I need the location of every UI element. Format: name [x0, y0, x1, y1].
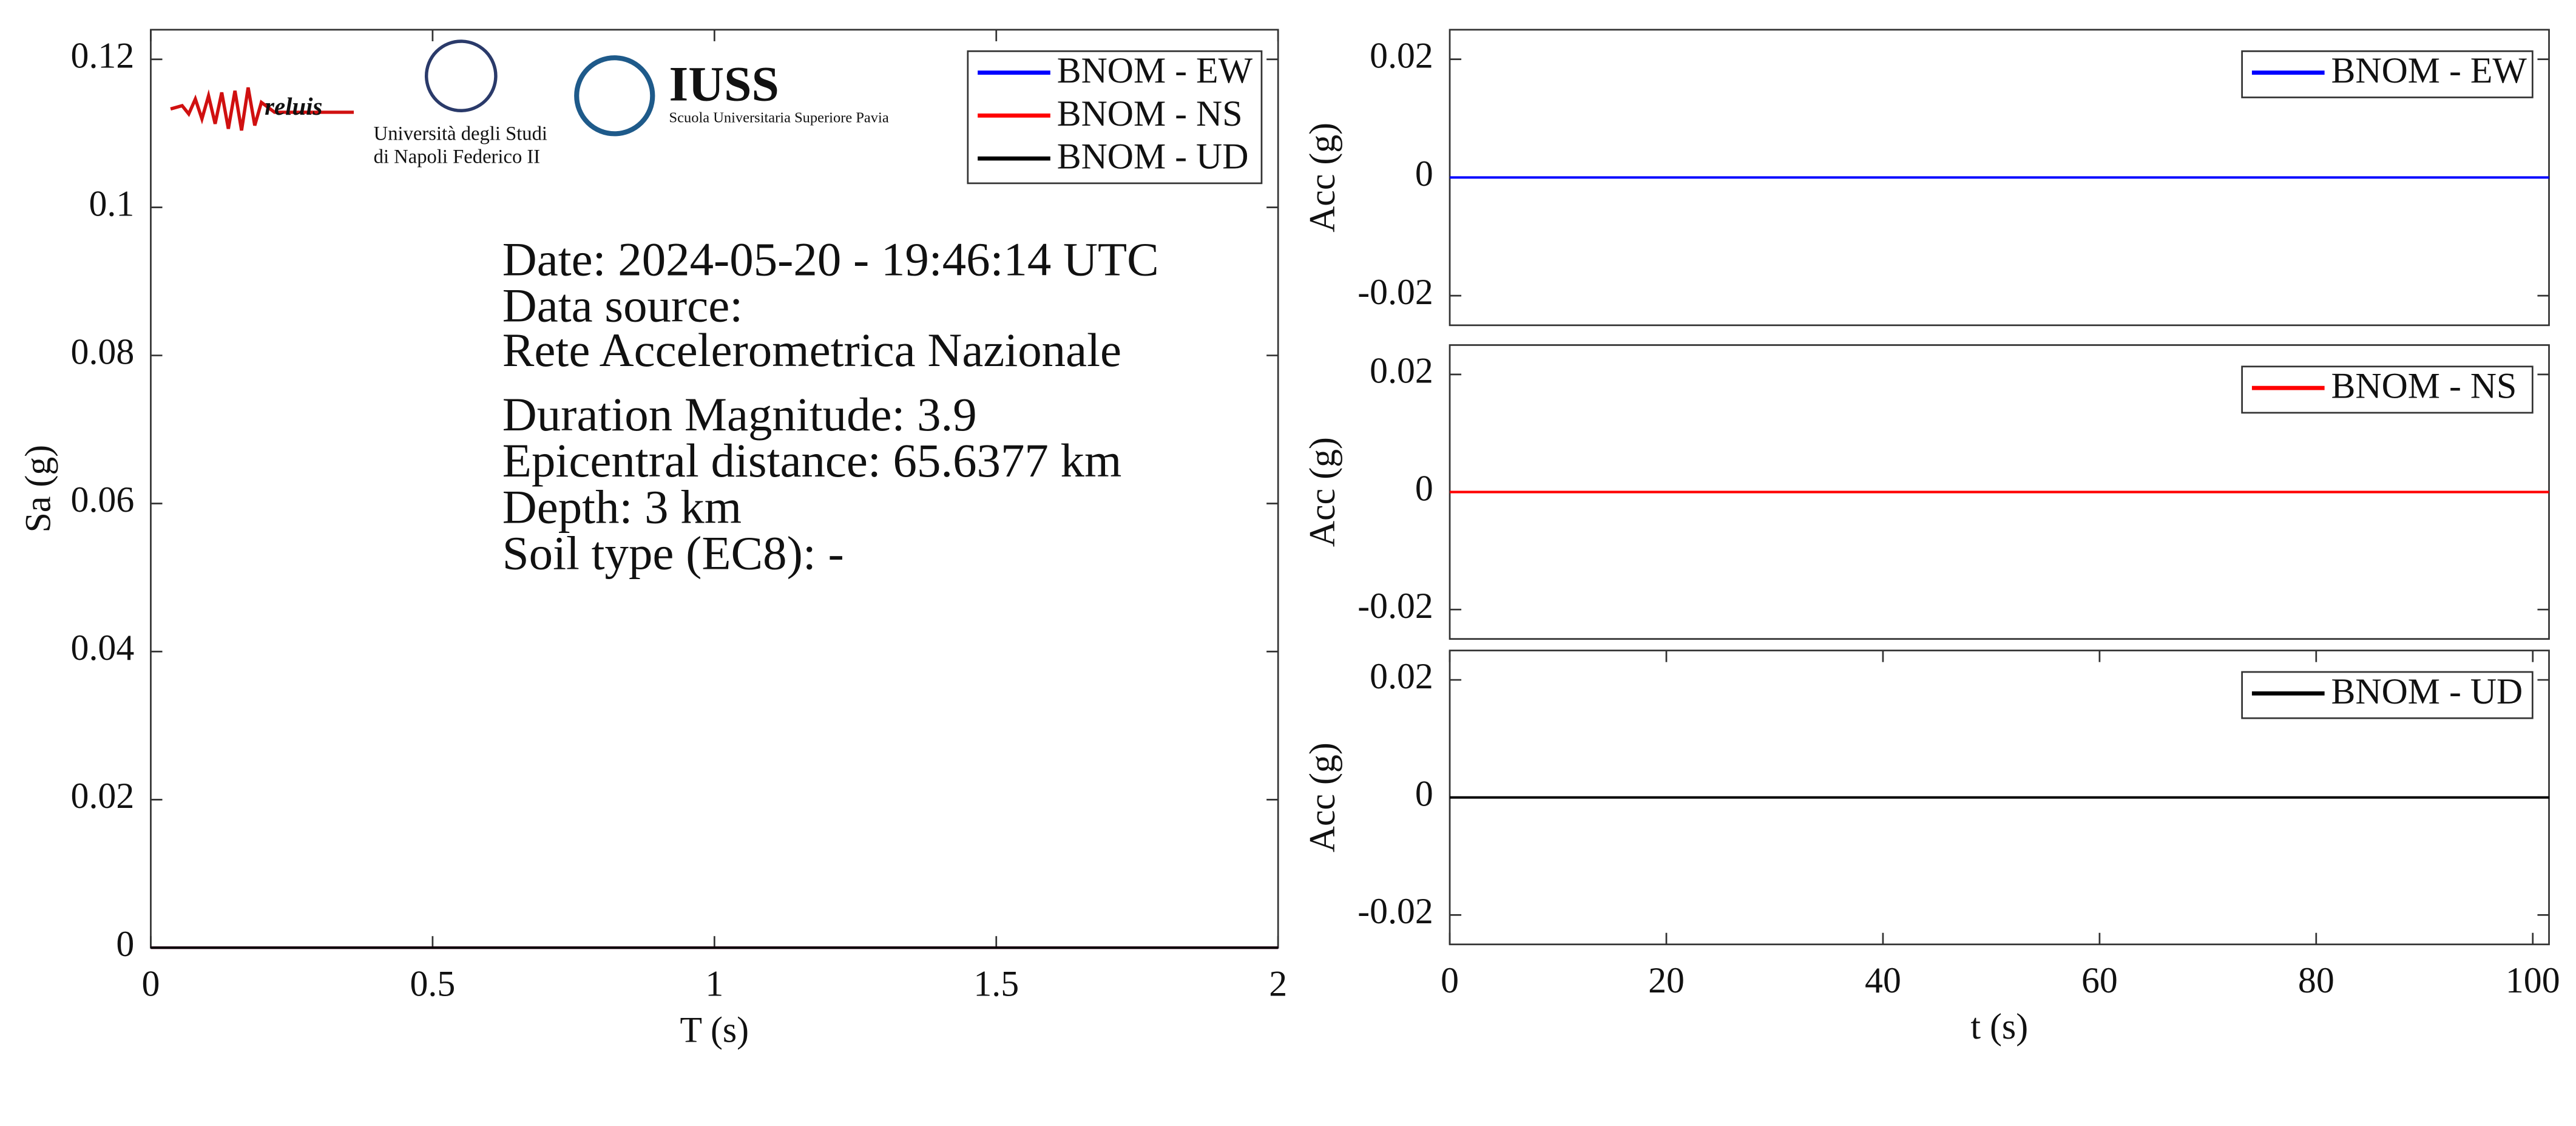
y-axis-label: Acc (g) — [1302, 123, 1342, 232]
x-axis-label: T (s) — [680, 1009, 749, 1050]
x-tick-label: 0 — [141, 963, 160, 1003]
y-tick-label: 0.02 — [1370, 35, 1433, 75]
y-tick-label: -0.02 — [1357, 272, 1433, 312]
x-tick-label: 80 — [2298, 960, 2334, 1000]
legend-label: BNOM - NS — [1057, 93, 1243, 134]
y-axis-label: Acc (g) — [1302, 437, 1342, 547]
y-tick-label: 0.1 — [89, 183, 134, 223]
y-tick-label: 0 — [116, 924, 134, 964]
legend-label: BNOM - EW — [2331, 50, 2527, 90]
y-tick-label: 0 — [1415, 773, 1433, 813]
logo-wave — [170, 87, 354, 131]
y-tick-label: 0.12 — [71, 35, 135, 75]
annotation: Soil type (EC8): - — [502, 527, 844, 580]
annotation: Date: 2024-05-20 - 19:46:14 UTC — [502, 233, 1159, 286]
logo-text: Scuola Universitaria Superiore Pavia — [669, 109, 889, 126]
annotation: Data source: — [502, 279, 743, 332]
y-tick-label: 0.04 — [71, 628, 135, 668]
annotation: Epicentral distance: 65.6377 km — [502, 435, 1122, 487]
x-tick-label: 2 — [1269, 963, 1287, 1003]
x-tick-label: 0 — [1441, 960, 1459, 1000]
logo-text: IUSS — [669, 56, 779, 112]
y-tick-label: 0.08 — [71, 331, 135, 371]
y-tick-label: 0.06 — [71, 480, 135, 520]
logo-iuss — [574, 55, 655, 137]
y-tick-label: -0.02 — [1357, 586, 1433, 626]
annotation: Duration Magnitude: 3.9 — [502, 388, 977, 441]
y-tick-label: 0 — [1415, 154, 1433, 194]
y-tick-label: 0.02 — [71, 776, 135, 816]
x-tick-label: 40 — [1865, 960, 1901, 1000]
y-tick-label: 0.02 — [1370, 351, 1433, 391]
y-axis-label: Sa (g) — [18, 445, 58, 533]
y-axis-label: Acc (g) — [1302, 742, 1342, 852]
legend-label: BNOM - NS — [2331, 366, 2517, 406]
x-tick-label: 1.5 — [973, 963, 1019, 1003]
logo-seal — [424, 39, 498, 112]
y-tick-label: 0.02 — [1370, 656, 1433, 696]
x-tick-label: 100 — [2506, 960, 2560, 1000]
x-tick-label: 0.5 — [410, 963, 455, 1003]
legend-label: BNOM - UD — [1057, 137, 1249, 177]
x-axis-label: t (s) — [1970, 1006, 2028, 1046]
x-tick-label: 20 — [1648, 960, 1685, 1000]
x-tick-label: 1 — [705, 963, 723, 1003]
annotation: Rete Accelerometrica Nazionale — [502, 324, 1121, 377]
logo-text: Università degli Studi — [374, 123, 547, 145]
logo-text: reluis — [265, 93, 322, 120]
y-tick-label: -0.02 — [1357, 891, 1433, 931]
legend-label: BNOM - EW — [1057, 50, 1253, 90]
annotation: Depth: 3 km — [502, 481, 742, 534]
legend-label: BNOM - UD — [2331, 671, 2523, 711]
x-tick-label: 60 — [2081, 960, 2118, 1000]
y-tick-label: 0 — [1415, 468, 1433, 508]
logo-text: di Napoli Federico II — [374, 146, 541, 168]
